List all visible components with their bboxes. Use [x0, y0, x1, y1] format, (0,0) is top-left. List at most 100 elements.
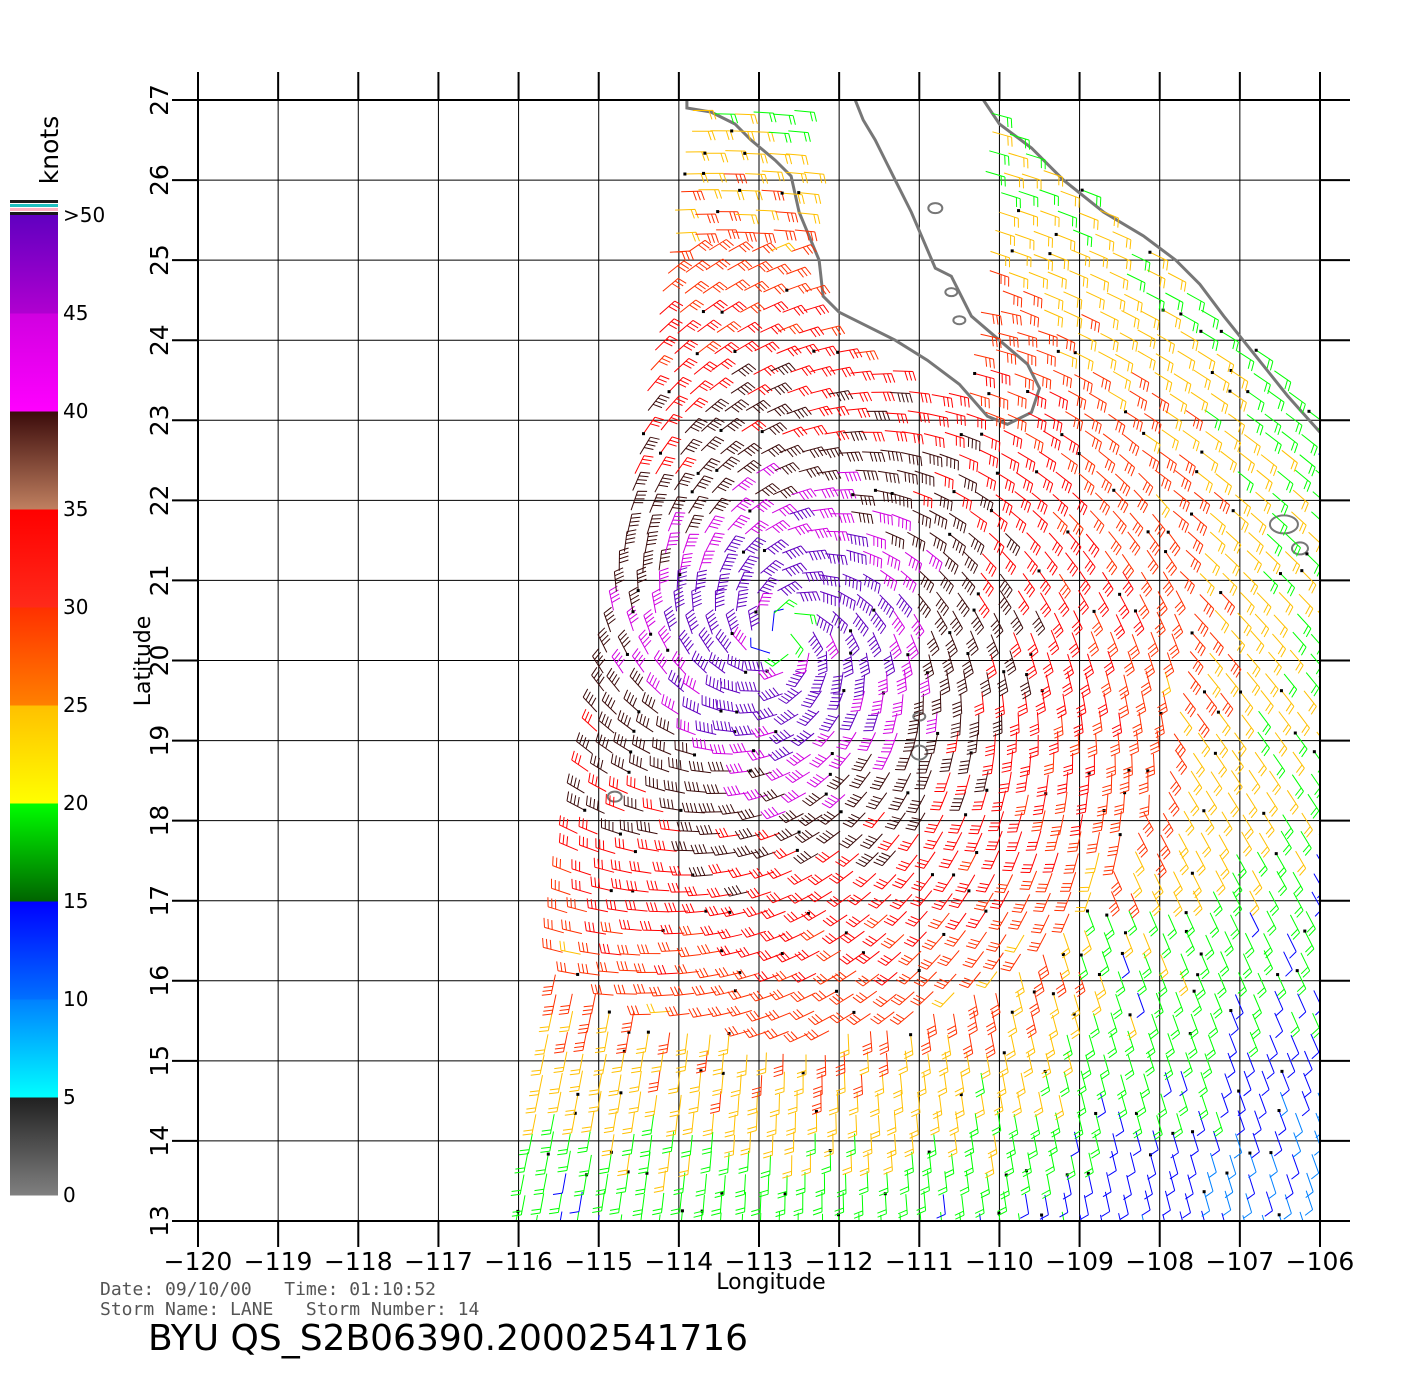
wind-barb [979, 449, 999, 469]
wind-barb [862, 1031, 873, 1056]
rain-flag [1123, 931, 1127, 935]
wind-barb [675, 1050, 688, 1073]
wind-barb [1065, 411, 1084, 432]
wind-barb [702, 1113, 715, 1137]
wind-barb [880, 569, 898, 591]
wind-barb [1102, 571, 1114, 597]
wind-barb [856, 593, 874, 616]
rain-flag [1199, 329, 1203, 333]
wind-barb [1212, 372, 1230, 393]
wind-barb [835, 1071, 846, 1096]
wind-barb [998, 590, 1012, 616]
wind-barb [748, 605, 760, 631]
wind-barb [1100, 671, 1112, 697]
wind-barb [1042, 852, 1059, 873]
rain-flag [836, 350, 840, 354]
wind-barb [628, 586, 640, 612]
wind-barb [945, 410, 966, 426]
wind-barb [679, 299, 704, 313]
wind-barb [1146, 292, 1165, 312]
wind-barb [1044, 413, 1063, 433]
wind-barb [778, 323, 804, 335]
wind-barb [797, 212, 821, 225]
wind-barb [737, 442, 762, 457]
rain-flag [1300, 569, 1304, 573]
wind-barb [724, 399, 750, 413]
rain-flag [716, 210, 720, 214]
wind-barb [615, 1171, 629, 1194]
wind-barb [961, 571, 976, 596]
wind-barb [891, 694, 904, 717]
date-time-info: Date: 09/10/00 Time: 01:10:52 [100, 1279, 436, 1300]
wind-barb [1108, 891, 1120, 917]
wind-barb [1179, 454, 1196, 476]
wind-barb [1167, 272, 1187, 292]
wind-barb [719, 553, 738, 573]
rain-flag [720, 310, 724, 314]
wind-barb [674, 964, 699, 975]
wind-barb [867, 632, 882, 658]
wind-barb [1085, 291, 1105, 310]
rain-flag [1054, 232, 1058, 236]
wind-barb [975, 491, 994, 513]
rain-flag [842, 689, 846, 693]
rain-flag [906, 791, 910, 795]
wind-barb [914, 470, 935, 487]
wind-barb [1224, 1172, 1234, 1199]
wind-barb [1113, 792, 1126, 816]
wind-barb [807, 527, 832, 539]
wind-barb [597, 1215, 600, 1221]
wind-barb [688, 1091, 701, 1114]
wind-barb [1106, 292, 1126, 312]
wind-barb [1053, 714, 1064, 739]
wind-barb [692, 737, 714, 751]
wind-barb [552, 856, 572, 874]
wind-barb [801, 909, 827, 921]
wind-barb [760, 559, 785, 577]
wind-barb [1117, 1074, 1127, 1100]
wind-barb [871, 692, 884, 715]
wind-barb [955, 874, 976, 893]
wind-barb [724, 535, 746, 553]
wind-barb [766, 892, 792, 904]
wind-barb [749, 498, 775, 513]
wind-barb [1054, 791, 1068, 814]
wind-barb [776, 345, 802, 357]
wind-barb [790, 991, 816, 1003]
rain-flag [680, 1209, 684, 1213]
wind-barb [613, 731, 631, 753]
wind-barb [610, 859, 633, 874]
wind-barb [996, 671, 1009, 697]
wind-barb [601, 818, 621, 835]
wind-barb [1179, 571, 1195, 595]
wind-barb [827, 690, 845, 710]
wind-barb [1155, 494, 1170, 519]
wind-barb [925, 711, 938, 734]
rain-flag [1051, 992, 1055, 996]
wind-barb [816, 830, 841, 844]
wind-barb [548, 1192, 563, 1215]
wind-barb [1219, 854, 1230, 880]
wind-barb [965, 931, 987, 949]
wind-barb [649, 755, 670, 773]
wind-barb [759, 789, 785, 802]
wind-barb [618, 547, 629, 571]
wind-barb [1162, 1190, 1171, 1216]
wind-barb [1118, 693, 1130, 719]
rain-flag [720, 949, 724, 953]
wind-barb [1074, 352, 1094, 372]
wind-barb [638, 1151, 651, 1174]
wind-barb [1017, 1213, 1021, 1221]
wind-barb [992, 131, 1013, 147]
wind-barb [982, 952, 1004, 970]
wind-barb [1010, 510, 1027, 534]
wind-barb [787, 523, 813, 536]
wind-barb [934, 471, 954, 490]
wind-barb [842, 573, 862, 592]
wind-barb [734, 827, 760, 840]
wind-barb [922, 654, 935, 680]
wind-barb [1278, 1110, 1287, 1136]
wind-barb [1074, 374, 1093, 394]
wind-barb [798, 466, 824, 478]
wind-barb [1292, 751, 1305, 777]
